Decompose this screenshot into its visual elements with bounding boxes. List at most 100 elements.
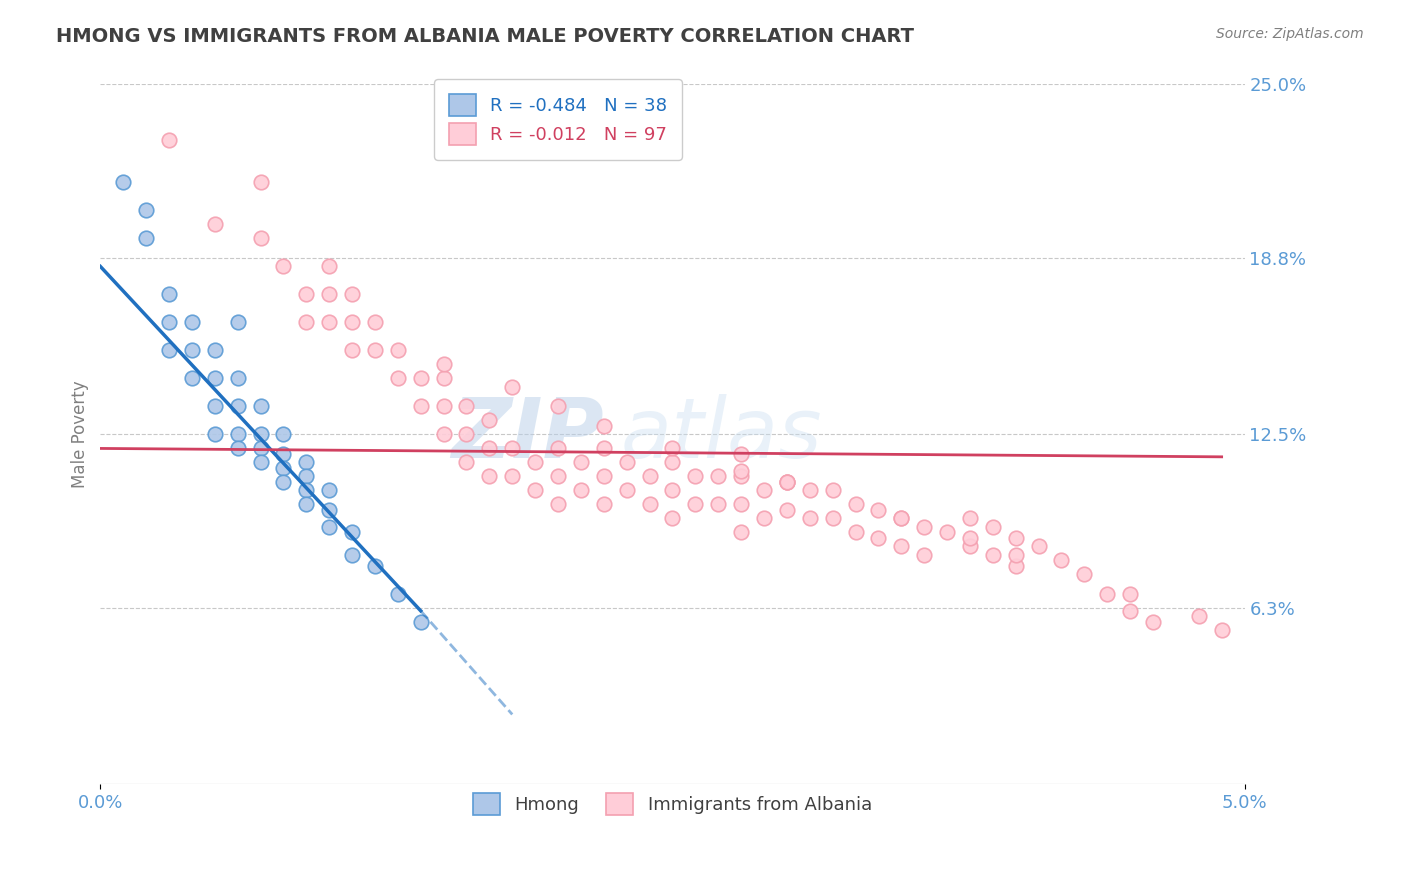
Point [959, 540, 981, 554]
Point [478, 469, 501, 483]
Point [249, 442, 271, 456]
Point [364, 315, 387, 329]
Point [616, 455, 638, 469]
Point [592, 498, 614, 512]
Point [478, 442, 501, 456]
Point [890, 540, 912, 554]
Point [456, 427, 478, 442]
Point [912, 548, 935, 562]
Point [1004, 559, 1026, 574]
Point [638, 469, 661, 483]
Point [776, 475, 799, 489]
Point [730, 447, 752, 461]
Point [249, 231, 271, 245]
Point [180, 315, 202, 329]
Point [318, 287, 340, 301]
Point [547, 469, 569, 483]
Point [340, 315, 363, 329]
Point [592, 419, 614, 434]
Point [249, 400, 271, 414]
Point [204, 427, 226, 442]
Point [295, 469, 318, 483]
Point [340, 343, 363, 358]
Point [157, 133, 180, 147]
Point [1073, 567, 1095, 582]
Point [226, 371, 249, 385]
Point [135, 203, 157, 218]
Point [318, 483, 340, 498]
Point [249, 176, 271, 190]
Point [273, 447, 295, 461]
Point [707, 498, 730, 512]
Point [456, 455, 478, 469]
Point [157, 343, 180, 358]
Point [295, 498, 318, 512]
Point [226, 400, 249, 414]
Point [616, 483, 638, 498]
Point [524, 483, 547, 498]
Point [1097, 587, 1119, 601]
Point [592, 469, 614, 483]
Point [249, 427, 271, 442]
Point [685, 469, 707, 483]
Point [1050, 553, 1073, 567]
Point [569, 455, 592, 469]
Point [1119, 604, 1142, 618]
Point [478, 413, 501, 427]
Point [433, 371, 456, 385]
Point [226, 315, 249, 329]
Point [638, 498, 661, 512]
Point [661, 455, 683, 469]
Point [409, 615, 432, 629]
Point [273, 427, 295, 442]
Point [318, 503, 340, 517]
Point [959, 511, 981, 525]
Y-axis label: Male Poverty: Male Poverty [72, 381, 89, 488]
Point [592, 442, 614, 456]
Point [318, 315, 340, 329]
Point [776, 475, 799, 489]
Point [318, 260, 340, 274]
Point [295, 455, 318, 469]
Point [799, 511, 821, 525]
Point [295, 287, 318, 301]
Point [1028, 540, 1050, 554]
Point [204, 371, 226, 385]
Text: HMONG VS IMMIGRANTS FROM ALBANIA MALE POVERTY CORRELATION CHART: HMONG VS IMMIGRANTS FROM ALBANIA MALE PO… [56, 27, 914, 45]
Point [661, 483, 683, 498]
Point [204, 218, 226, 232]
Point [730, 525, 752, 540]
Point [387, 587, 409, 601]
Text: atlas: atlas [621, 394, 823, 475]
Point [456, 400, 478, 414]
Point [135, 231, 157, 245]
Point [157, 315, 180, 329]
Point [890, 511, 912, 525]
Point [340, 525, 363, 540]
Point [912, 520, 935, 534]
Point [157, 287, 180, 301]
Point [661, 511, 683, 525]
Point [318, 520, 340, 534]
Point [180, 343, 202, 358]
Point [204, 400, 226, 414]
Point [409, 371, 432, 385]
Point [1188, 609, 1211, 624]
Point [959, 531, 981, 545]
Point [295, 483, 318, 498]
Point [547, 442, 569, 456]
Point [868, 531, 890, 545]
Point [821, 483, 844, 498]
Point [1004, 548, 1026, 562]
Point [707, 469, 730, 483]
Point [730, 498, 752, 512]
Text: Source: ZipAtlas.com: Source: ZipAtlas.com [1216, 27, 1364, 41]
Point [799, 483, 821, 498]
Text: ZIP: ZIP [451, 394, 603, 475]
Point [295, 315, 318, 329]
Point [433, 358, 456, 372]
Point [204, 343, 226, 358]
Point [776, 503, 799, 517]
Point [387, 343, 409, 358]
Point [1142, 615, 1164, 629]
